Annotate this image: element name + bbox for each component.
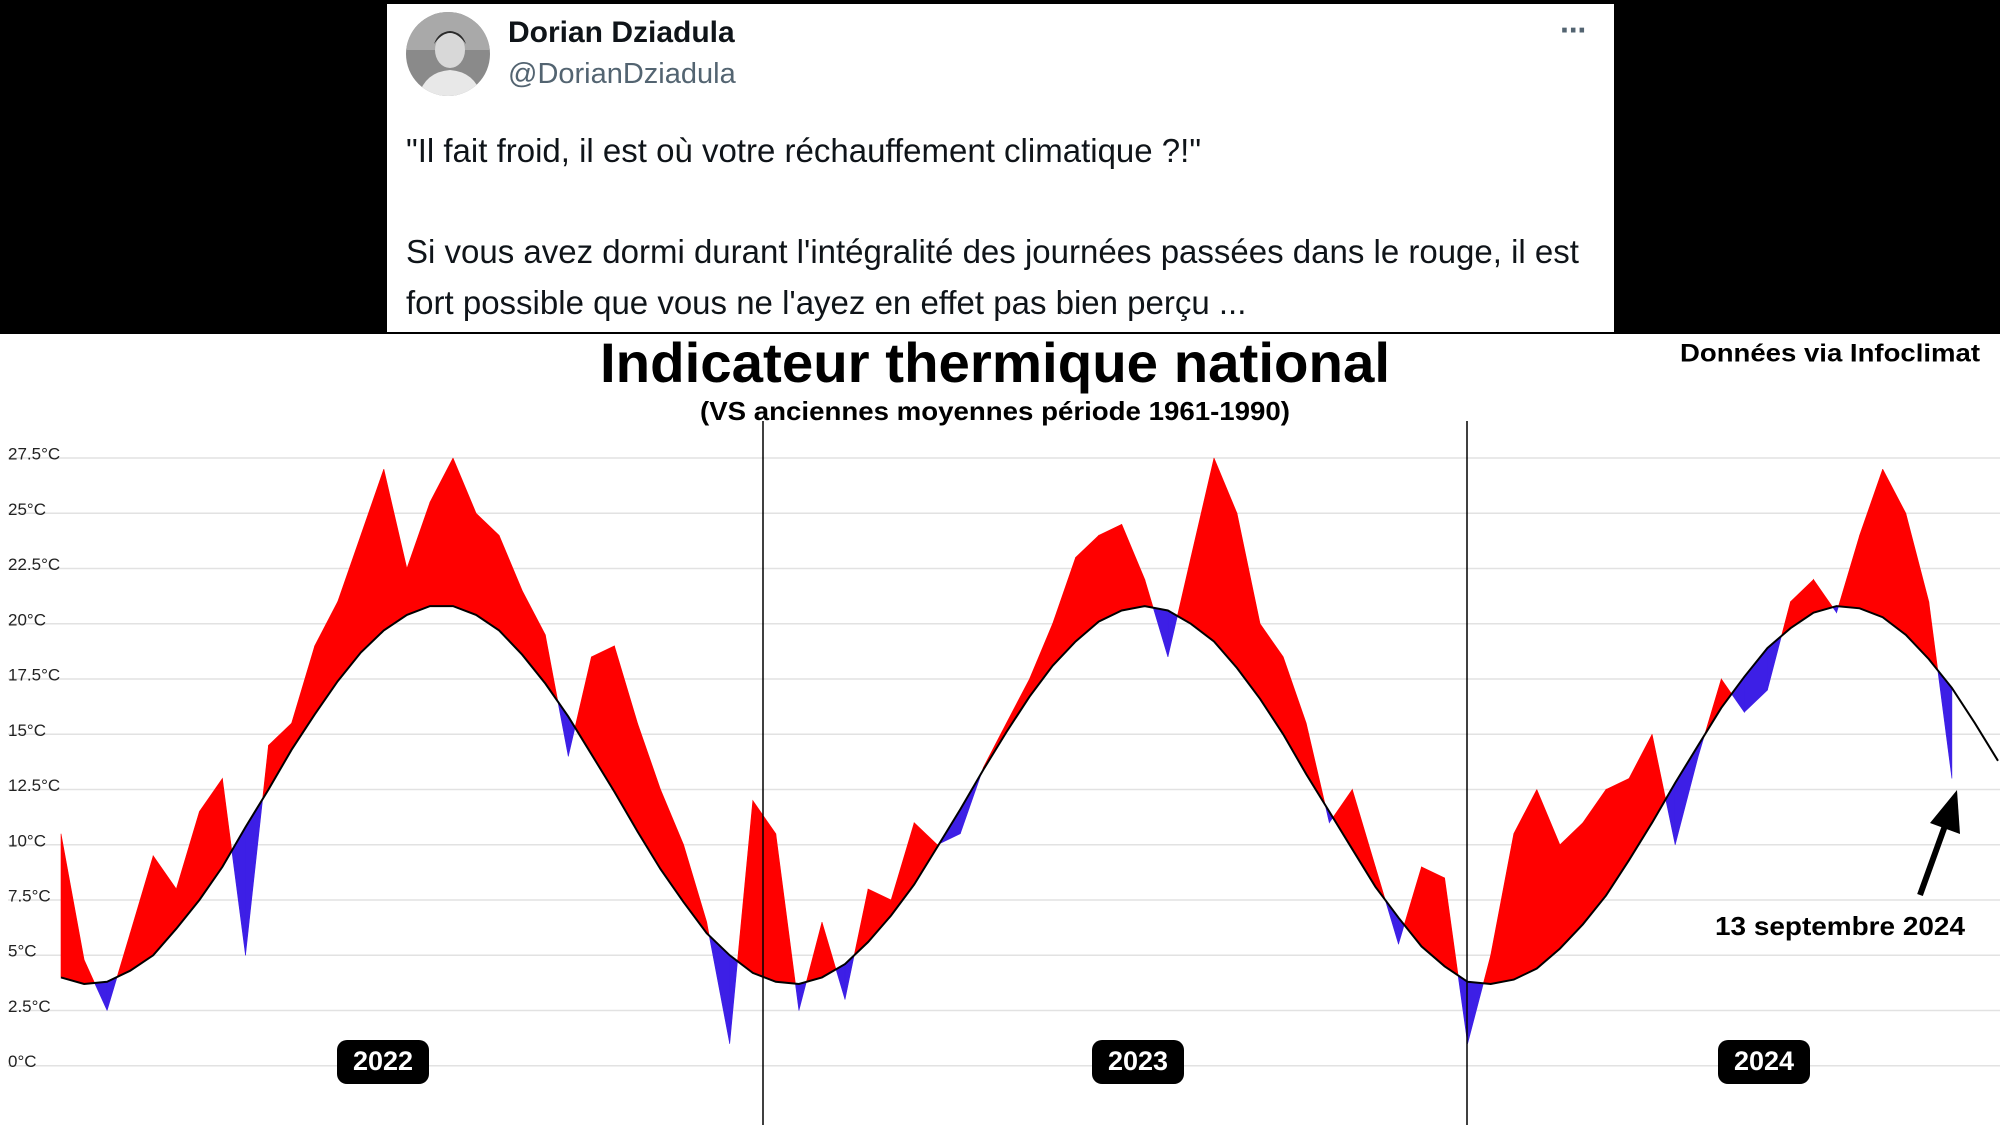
y-tick-label: 10°C: [8, 831, 46, 850]
tweet-text: "Il fait froid, il est où votre réchauff…: [406, 132, 1202, 169]
anomaly-area: [1098, 523, 1122, 623]
y-tick-label: 20°C: [8, 610, 46, 629]
y-tick-label: 7.5°C: [8, 887, 51, 906]
source-note: Données via Infoclimat: [1680, 340, 1981, 368]
year-label: 2023: [1108, 1046, 1168, 1076]
tweet-avatar[interactable]: [404, 10, 492, 98]
y-tick-label: 22.5°C: [8, 555, 60, 574]
chart-background: [0, 334, 2000, 1125]
annotation-arrow: [1917, 821, 1949, 897]
normal-line: [60, 605, 1999, 986]
chart: 0°C 2.5°C 5°C 7.5°C 10°C 12.5°C 15°C 17.5°C 20°C…: [0, 334, 2000, 1125]
year-badge: [337, 1040, 429, 1084]
grid: 0°C 2.5°C 5°C 7.5°C 10°C 12.5°C 15°C 17.5°C 20°C…: [8, 445, 2000, 1071]
tweet-author-handle[interactable]: @DorianDziadula: [508, 58, 736, 90]
y-tick-label: 0°C: [8, 1052, 37, 1071]
annotation: 13 septembre 2024: [1715, 911, 1966, 941]
tweet-author-name[interactable]: Dorian Dziadula: [508, 16, 735, 49]
year-label: 2024: [1734, 1046, 1794, 1076]
chart-subtitle: (VS anciennes moyennes période 1961-1990…: [700, 396, 1290, 426]
tweet-menu[interactable]: ···: [1560, 12, 1588, 48]
y-tick-label: 12.5°C: [8, 776, 60, 795]
year-label: 2022: [353, 1046, 413, 1076]
year-badge: [1092, 1040, 1184, 1084]
plot-area: [60, 457, 1999, 1044]
tweet-card: Dorian Dziadula @DorianDziadula ··· "Il …: [387, 4, 1614, 332]
y-tick-label: 2.5°C: [8, 997, 51, 1016]
chart-title: Indicateur thermique national: [600, 334, 1390, 394]
y-tick-label: 5°C: [8, 942, 37, 961]
annotation-arrowhead: [1930, 790, 1960, 834]
y-tick-label: 25°C: [8, 500, 46, 519]
y-tick-label: 17.5°C: [8, 666, 60, 685]
y-tick-label: 27.5°C: [8, 445, 60, 464]
tweet-text: Si vous avez dormi durant l'intégralité …: [406, 233, 1579, 321]
y-tick-label: 15°C: [8, 721, 46, 740]
year-badge: [1718, 1040, 1810, 1084]
